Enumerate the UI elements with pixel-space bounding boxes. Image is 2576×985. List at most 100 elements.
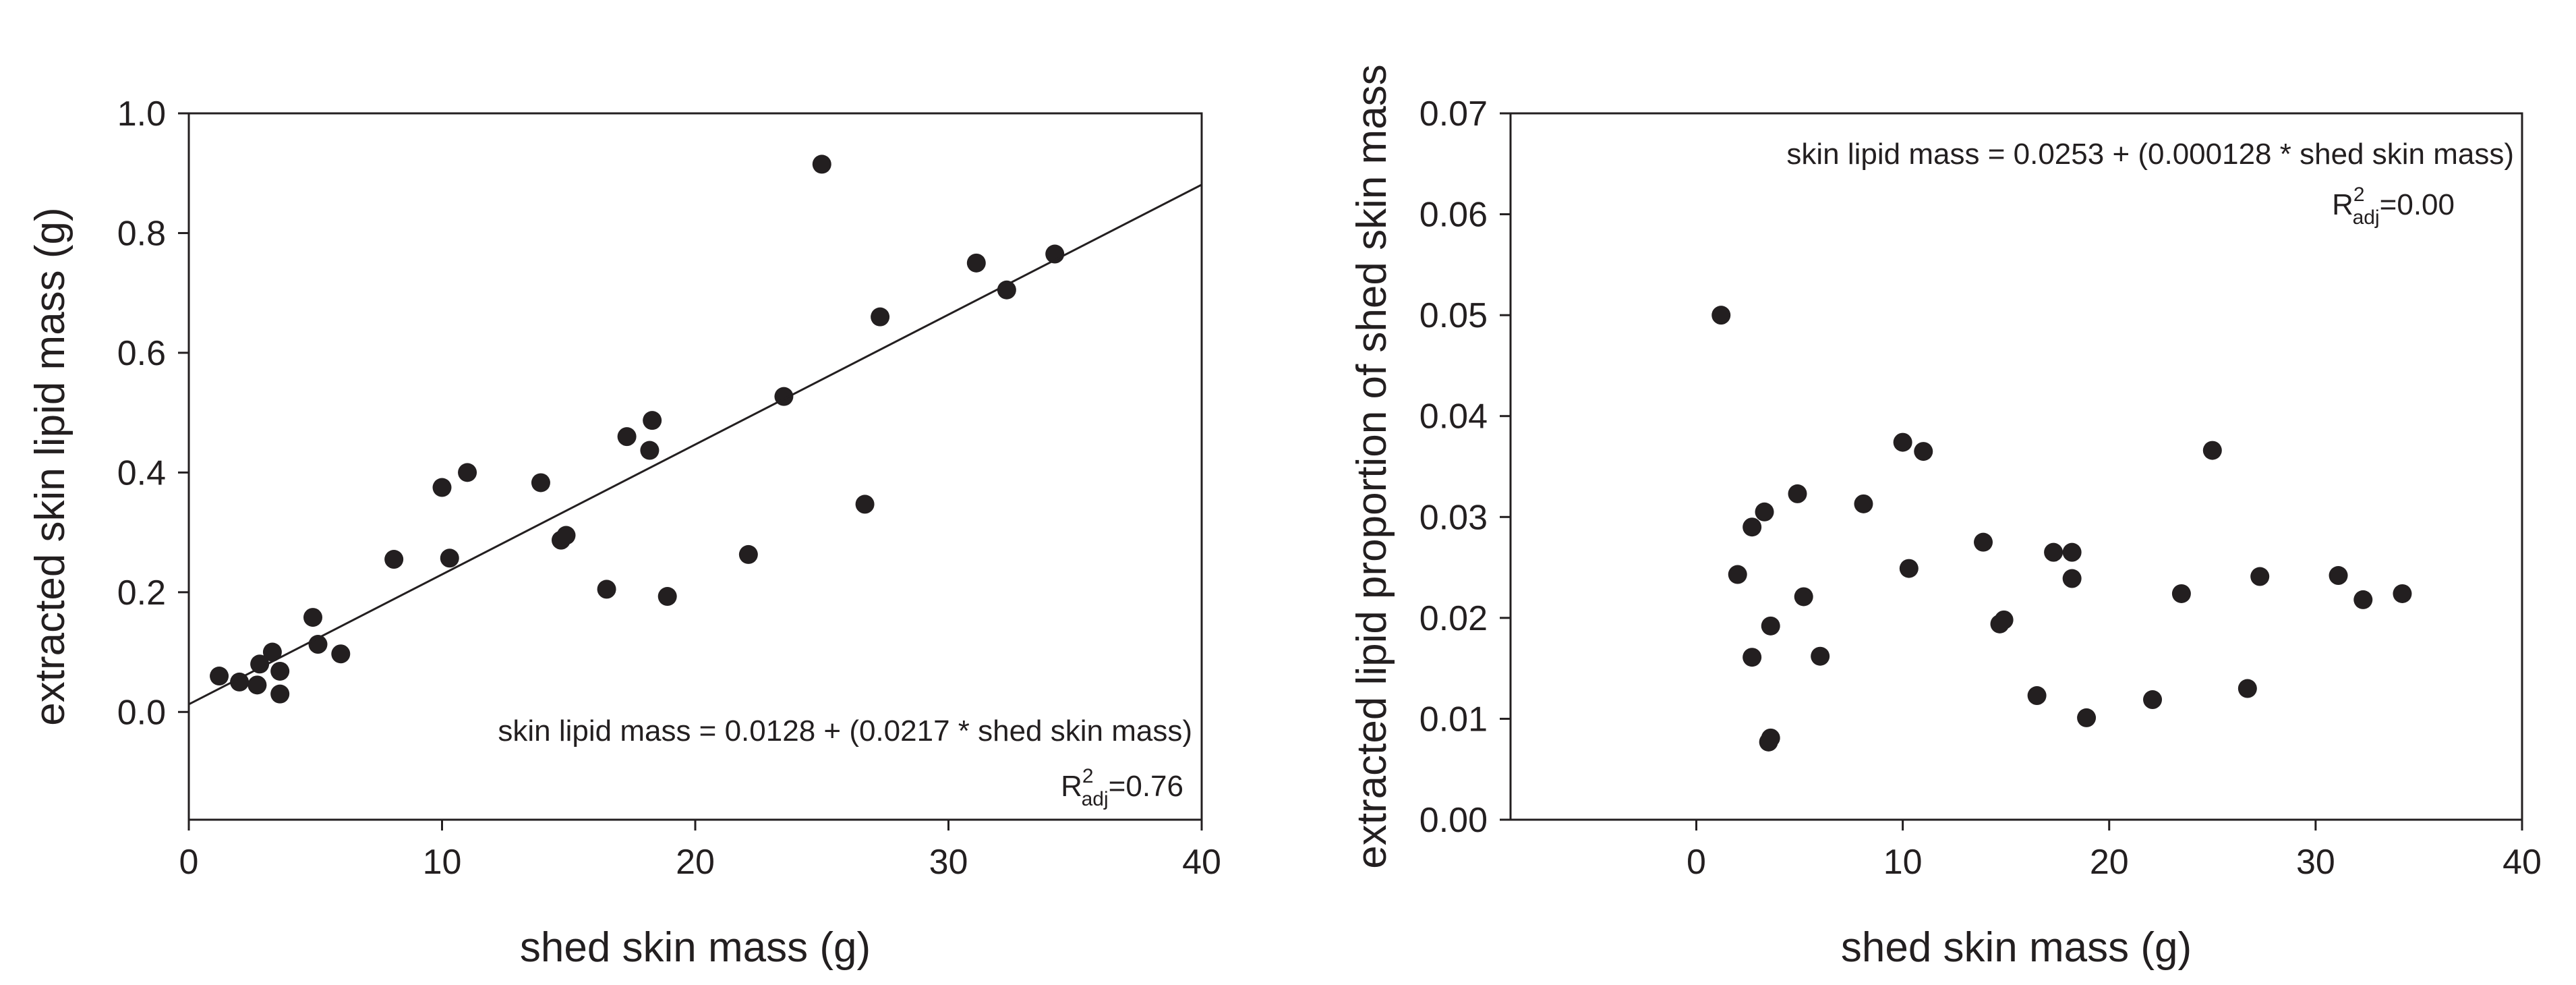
right-y-tick-label: 0.05 [1419, 296, 1488, 335]
left-data-point [640, 441, 660, 460]
left-data-point [303, 608, 322, 627]
left-data-point [270, 684, 290, 704]
left-regression-equation: skin lipid mass = 0.0128 + (0.0217 * she… [498, 714, 1192, 748]
left-data-point [738, 544, 758, 564]
panel-left: 0 10 20 30 40 0.0 0.2 0.4 0.6 0.8 1.0 skin lipid m… [27, 94, 1221, 971]
right-data-point [1761, 728, 1780, 748]
left-y-tick-label: 0.2 [117, 573, 166, 613]
right-y-tick-label: 0.01 [1419, 700, 1488, 739]
right-data-point [2237, 679, 2257, 698]
left-y-tick-label: 0.0 [117, 693, 166, 732]
right-axis-ticks: 0 10 20 30 40 0.00 0.01 0.02 0.03 0.04 0.05 0.06 0.0… [1419, 94, 2542, 882]
left-x-tick-label: 10 [423, 843, 462, 882]
left-data-point [871, 307, 890, 327]
right-data-points [1711, 306, 2412, 752]
right-r2-base: R [2332, 188, 2353, 221]
right-y-tick-label: 0.03 [1419, 498, 1488, 537]
right-r2-subscript: adj [2353, 206, 2380, 229]
left-data-point [657, 587, 677, 607]
right-x-axis-label: shed skin mass (g) [1841, 924, 2192, 971]
left-y-tick-label: 0.4 [117, 453, 166, 492]
left-regression-line [188, 184, 1202, 706]
left-data-point [250, 654, 270, 674]
right-data-point [1899, 559, 1919, 578]
left-data-point [556, 526, 576, 545]
right-data-point [1728, 565, 1747, 584]
left-x-tick-label: 40 [1182, 843, 1221, 882]
right-y-tick-label: 0.04 [1419, 397, 1488, 437]
left-data-point [812, 154, 831, 174]
left-data-point [432, 478, 452, 497]
right-data-point [1994, 610, 2014, 629]
right-data-point [2250, 567, 2270, 586]
right-data-point [1811, 646, 1830, 666]
right-data-point [2044, 542, 2063, 562]
right-r2-value: =0.00 [2380, 188, 2455, 221]
right-x-tick-label: 30 [2296, 843, 2335, 882]
left-y-tick-label: 0.6 [117, 334, 166, 373]
left-data-point [210, 667, 229, 686]
left-data-points [210, 154, 1065, 704]
left-data-point [997, 280, 1016, 300]
right-y-tick-label: 0.07 [1419, 94, 1488, 134]
left-data-point [262, 642, 282, 662]
left-data-point [643, 411, 662, 430]
right-data-point [1761, 616, 1780, 636]
right-x-tick-label: 0 [1687, 843, 1706, 882]
left-x-tick-label: 30 [929, 843, 968, 882]
right-data-point [1711, 306, 1731, 325]
right-data-point [1743, 648, 1762, 667]
right-data-point [1794, 587, 1813, 607]
right-r2-superscript: 2 [2353, 184, 2365, 206]
panel-right: 0 10 20 30 40 0.00 0.01 0.02 0.03 0.04 0.05 0.06 0.0… [1349, 64, 2542, 971]
right-data-point [2027, 686, 2047, 706]
right-data-point [1974, 532, 1993, 552]
right-data-point [1854, 494, 1873, 513]
right-regression-equation: skin lipid mass = 0.0253 + (0.000128 * s… [1786, 138, 2514, 171]
left-data-point [531, 473, 550, 492]
left-data-point [597, 580, 616, 599]
left-data-point [966, 253, 986, 273]
left-y-axis-label: extracted skin lipid mass (g) [27, 207, 74, 725]
right-y-tick-label: 0.06 [1419, 196, 1488, 235]
right-data-point [2202, 441, 2222, 460]
left-data-point [384, 550, 404, 569]
left-data-point [617, 427, 637, 447]
right-data-point [1743, 517, 1762, 537]
right-data-point [2062, 569, 2082, 588]
left-r2-value: =0.76 [1109, 770, 1183, 803]
left-y-tick-label: 1.0 [117, 94, 166, 134]
right-data-point [2329, 566, 2348, 586]
left-x-axis-label: shed skin mass (g) [520, 924, 871, 971]
left-r2-subscript: adj [1082, 788, 1109, 810]
right-y-tick-label: 0.00 [1419, 801, 1488, 840]
right-y-tick-label: 0.02 [1419, 599, 1488, 638]
left-y-tick-label: 0.8 [117, 214, 166, 253]
right-plot-frame [1509, 112, 2523, 821]
right-data-point [1788, 484, 1807, 503]
right-y-axis-label: extracted lipid proportion of shed skin … [1349, 64, 1395, 868]
left-plot-frame [187, 112, 1203, 821]
left-data-point [230, 672, 250, 692]
right-data-point [2143, 690, 2163, 710]
right-x-tick-label: 20 [2090, 843, 2129, 882]
right-x-tick-label: 40 [2502, 843, 2542, 882]
left-data-point [855, 495, 875, 514]
right-r2-adj: R2 adj=0.00 [2332, 184, 2455, 229]
right-x-tick-label: 10 [1883, 843, 1923, 882]
right-data-point [1755, 502, 1774, 522]
right-data-point [2353, 590, 2373, 609]
left-data-point [458, 463, 477, 482]
right-data-point [1893, 432, 1912, 452]
right-data-point [1914, 442, 1933, 461]
left-x-tick-label: 20 [676, 843, 715, 882]
right-data-point [2077, 708, 2097, 727]
right-data-point [2062, 542, 2082, 562]
left-data-point [247, 675, 267, 695]
left-r2-base: R [1061, 770, 1082, 803]
left-r2-adj: R2 adj=0.76 [1061, 765, 1183, 810]
left-r2-superscript: 2 [1082, 765, 1094, 787]
left-x-tick-label: 0 [179, 843, 199, 882]
left-data-point [331, 644, 351, 664]
